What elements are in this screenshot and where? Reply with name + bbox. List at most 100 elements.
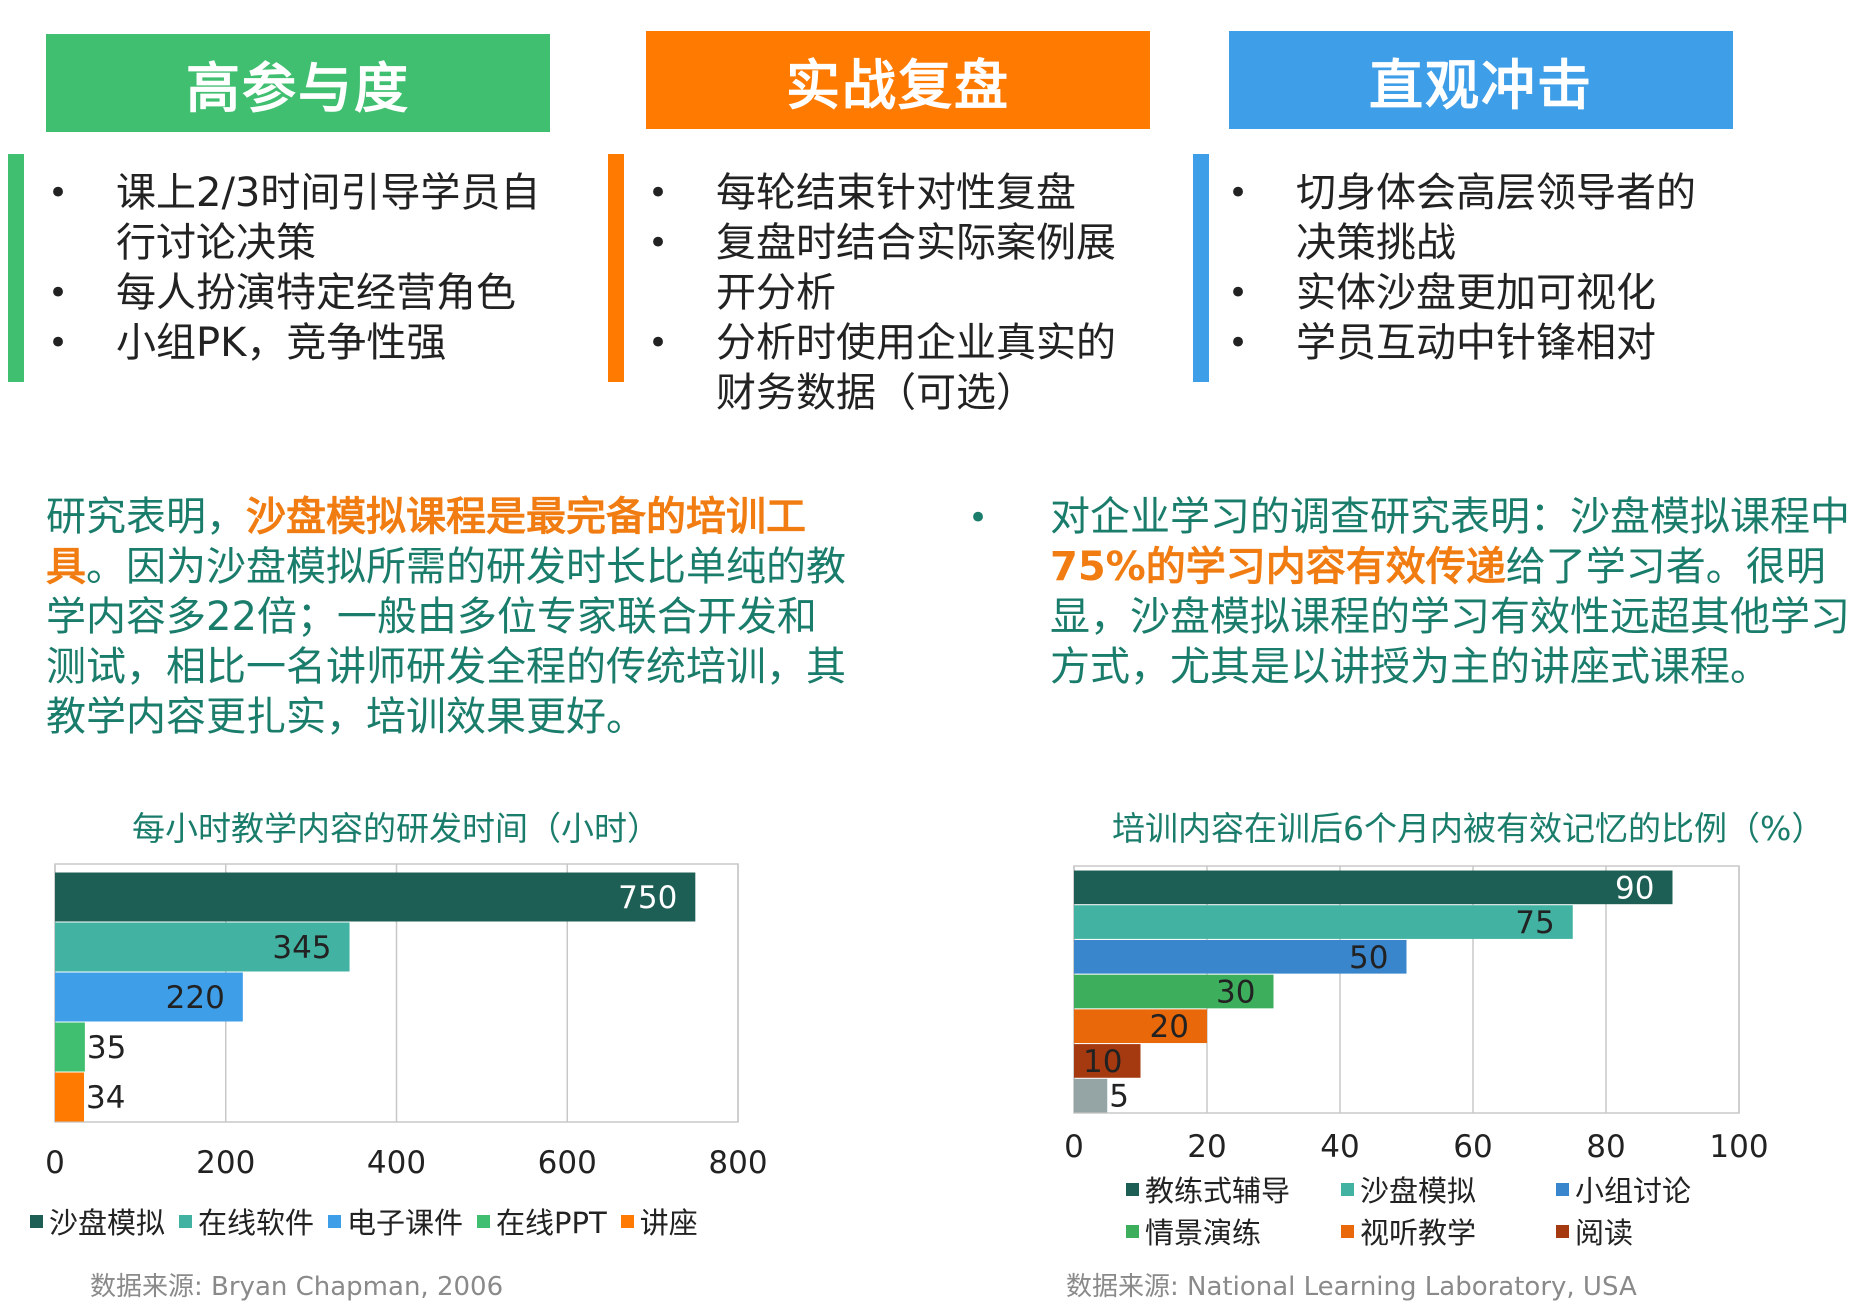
bullet-list-engagement: 课上2/3时间引导学员自行讨论决策 每人扮演特定经营角色 小组PK，竞争性强: [48, 168, 548, 368]
legend-dev-time: 沙盘模拟 在线软件 电子课件 在线PPT 讲座: [30, 1200, 850, 1242]
legend-item: 情景演练: [1126, 1210, 1341, 1252]
para-text: 。因为沙盘模拟所需的研发时长比单纯的教学内容多22倍；一般由多位专家联合开发和测…: [46, 544, 846, 740]
accent-bar-green: [8, 154, 24, 382]
data-label: 345: [272, 930, 331, 966]
bar-chart-retention: 0 20 40 60 80 100 90 75 50 30 20 105: [1064, 865, 1769, 1165]
para-text: 对企业学习的调查研究表明：沙盘模拟课程中: [1050, 494, 1850, 540]
data-label: 750: [618, 880, 677, 916]
x-tick-label: 800: [708, 1145, 767, 1180]
legend-swatch: [620, 1214, 634, 1228]
bullet-item: 每人扮演特定经营角色: [48, 268, 548, 318]
bar: [1074, 905, 1573, 939]
legend-swatch: [328, 1214, 342, 1228]
legend-label: 在线PPT: [496, 1206, 607, 1240]
legend-item: 电子课件: [328, 1200, 463, 1242]
header-engagement: 高参与度: [46, 34, 550, 132]
legend-swatch: [1126, 1182, 1139, 1196]
legend-label: 沙盘模拟: [1360, 1174, 1477, 1208]
data-label: 10: [1083, 1044, 1122, 1080]
data-label: 90: [1615, 870, 1654, 906]
bar: [55, 972, 243, 1022]
data-label: 30: [1216, 975, 1255, 1011]
bullet-item: 分析时使用企业真实的财务数据（可选）: [648, 318, 1148, 418]
header-impact-label: 直观冲击: [1369, 53, 1593, 117]
x-tick-label: 20: [1187, 1129, 1226, 1165]
para-highlight: 沙盘模拟课程是最完备的培训工具: [46, 494, 806, 590]
legend-item: 阅读: [1556, 1210, 1771, 1252]
bar: [55, 1072, 85, 1122]
bullet-item: 每轮结束针对性复盘: [648, 168, 1148, 218]
header-engagement-label: 高参与度: [186, 56, 410, 120]
legend-swatch: [477, 1214, 491, 1228]
legend-swatch: [1556, 1224, 1569, 1238]
legend-swatch: [1556, 1182, 1569, 1196]
data-label: 20: [1150, 1009, 1189, 1045]
legend-retention: 教练式辅导 沙盘模拟 小组讨论情景演练 视听教学 阅读: [1126, 1168, 1776, 1252]
legend-item: 小组讨论: [1556, 1168, 1771, 1210]
legend-item: 视听教学: [1341, 1210, 1556, 1252]
bullet-item: 实体沙盘更加可视化: [1228, 268, 1728, 318]
x-tick-label: 60: [1453, 1129, 1492, 1165]
legend-swatch: [1341, 1224, 1354, 1238]
bar: [1074, 974, 1274, 1009]
x-tick-label: 0: [45, 1145, 65, 1180]
bullet-item: 切身体会高层领导者的决策挑战: [1228, 168, 1728, 268]
bar: [55, 872, 696, 922]
legend-swatch: [30, 1214, 43, 1228]
legend-label: 沙盘模拟: [49, 1206, 166, 1240]
bullet-item: 小组PK，竞争性强: [48, 318, 548, 368]
bar: [1074, 1009, 1207, 1044]
para-text: 给了学习者。很明显，沙盘模拟课程的学习有效性远超其他学习方式，尤其是以讲授为主的…: [1050, 544, 1850, 690]
data-label: 34: [86, 1080, 125, 1116]
bar: [1074, 870, 1673, 905]
chart-title-dev-time: 每小时教学内容的研发时间（小时）: [132, 809, 660, 848]
para-text: 研究表明，: [46, 494, 246, 540]
accent-bar-blue: [1193, 154, 1209, 382]
chart-title-retention: 培训内容在训后6个月内被有效记忆的比例（%）: [1112, 809, 1825, 848]
x-tick-label: 40: [1320, 1129, 1359, 1165]
x-tick-label: 600: [538, 1145, 597, 1180]
header-impact: 直观冲击: [1229, 31, 1733, 129]
bar: [55, 1022, 85, 1072]
legend-label: 情景演练: [1145, 1216, 1262, 1250]
data-label: 50: [1349, 940, 1388, 976]
legend-item: 讲座: [620, 1200, 698, 1242]
bullet-dot: •: [968, 498, 989, 538]
source-right: 数据来源: National Learning Laboratory, USA: [1066, 1272, 1637, 1302]
legend-label: 在线软件: [198, 1206, 315, 1240]
header-review-label: 实战复盘: [786, 53, 1010, 117]
legend-label: 小组讨论: [1575, 1174, 1692, 1208]
para-highlight: 75%的学习内容有效传递: [1050, 544, 1506, 590]
source-left: 数据来源: Bryan Chapman, 2006: [90, 1272, 504, 1302]
bar: [1074, 939, 1407, 974]
data-label: 220: [166, 980, 225, 1016]
bullet-item: 学员互动中针锋相对: [1228, 318, 1728, 368]
legend-swatch: [1341, 1182, 1354, 1196]
legend-label: 视听教学: [1360, 1216, 1477, 1250]
bullet-item: 课上2/3时间引导学员自行讨论决策: [48, 168, 548, 268]
legend-swatch: [179, 1214, 193, 1228]
data-label: 35: [87, 1030, 126, 1066]
legend-item: 沙盘模拟: [30, 1200, 165, 1242]
x-tick-label: 200: [196, 1145, 255, 1180]
bar: [1074, 1044, 1141, 1078]
accent-bar-orange: [608, 154, 624, 382]
research-paragraph-right: 对企业学习的调查研究表明：沙盘模拟课程中75%的学习内容有效传递给了学习者。很明…: [1050, 492, 1850, 692]
bar: [1074, 1078, 1108, 1113]
legend-label: 电子课件: [347, 1206, 464, 1240]
legend-label: 教练式辅导: [1145, 1174, 1291, 1208]
legend-item: 在线软件: [179, 1200, 314, 1242]
legend-item: 教练式辅导: [1126, 1168, 1341, 1210]
bar: [55, 922, 350, 972]
x-tick-label: 400: [367, 1145, 426, 1180]
legend-label: 阅读: [1575, 1216, 1634, 1250]
legend-item: 沙盘模拟: [1341, 1168, 1556, 1210]
bullet-list-review: 每轮结束针对性复盘 复盘时结合实际案例展开分析 分析时使用企业真实的财务数据（可…: [648, 168, 1148, 418]
data-label: 75: [1515, 905, 1554, 941]
bullet-item: 复盘时结合实际案例展开分析: [648, 218, 1148, 318]
bullet-list-impact: 切身体会高层领导者的决策挑战 实体沙盘更加可视化 学员互动中针锋相对: [1228, 168, 1728, 368]
research-paragraph-left: 研究表明，沙盘模拟课程是最完备的培训工具。因为沙盘模拟所需的研发时长比单纯的教学…: [46, 492, 854, 742]
x-tick-label: 0: [1064, 1129, 1084, 1165]
header-review: 实战复盘: [646, 31, 1150, 129]
bar-chart-dev-time: 0 200 400 600 800 750 345 220 35 34: [45, 863, 768, 1180]
